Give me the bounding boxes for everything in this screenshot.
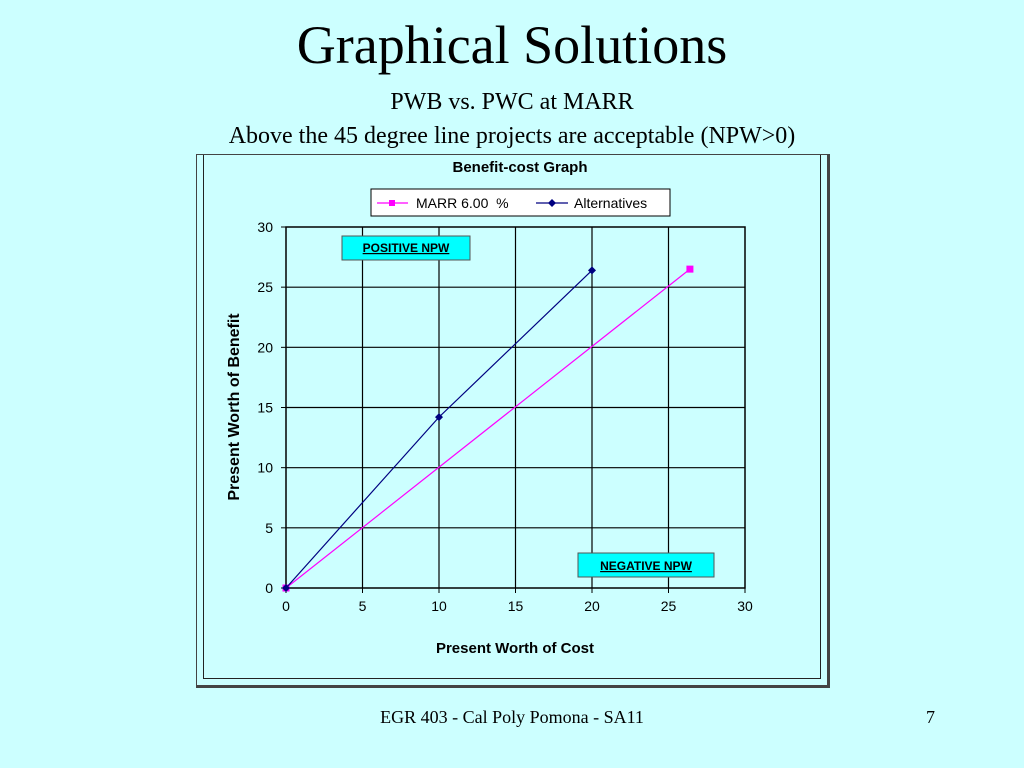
series-line-marr — [285, 268, 691, 589]
footer-course: EGR 403 - Cal Poly Pomona - SA11 — [380, 707, 644, 727]
x-axis-ticks: 0 5 10 15 20 25 30 — [282, 588, 753, 614]
annotation-positive-label: POSITIVE NPW — [363, 241, 450, 255]
y-tick-label: 20 — [257, 339, 273, 355]
data-point-alternative — [282, 584, 290, 592]
y-tick-label: 30 — [257, 219, 273, 235]
data-point-marr — [686, 265, 694, 273]
chart-title: Benefit-cost Graph — [452, 159, 587, 176]
legend: MARR 6.00 % Alternatives — [370, 188, 671, 217]
data-point-alternative — [435, 413, 443, 422]
y-tick-label: 10 — [257, 460, 273, 476]
legend-marker-alternatives — [548, 199, 556, 207]
annotation-negative-npw: NEGATIVE NPW — [577, 552, 715, 578]
page-number: 7 — [926, 707, 935, 727]
y-tick-label: 25 — [257, 279, 273, 295]
x-tick-label: 10 — [431, 598, 447, 614]
data-point-alternative — [588, 266, 596, 275]
annotation-positive-npw: POSITIVE NPW — [341, 235, 471, 261]
y-tick-label: 5 — [265, 520, 273, 536]
gridlines — [286, 227, 745, 588]
slide-description: Above the 45 degree line projects are ac… — [228, 123, 796, 149]
y-axis-ticks: 0 5 10 15 20 25 30 — [257, 219, 286, 596]
x-tick-label: 20 — [584, 598, 600, 614]
y-tick-label: 15 — [257, 400, 273, 416]
x-tick-label: 15 — [508, 598, 524, 614]
x-axis-label: Present Worth of Cost — [436, 640, 594, 657]
x-tick-label: 25 — [661, 598, 677, 614]
y-tick-label: 0 — [265, 580, 273, 596]
legend-marker-marr — [389, 200, 395, 206]
legend-label-alternatives: Alternatives — [574, 195, 647, 211]
slide-subtitle: PWB vs. PWC at MARR — [390, 89, 634, 115]
slide-title: Graphical Solutions — [296, 15, 728, 75]
x-tick-label: 5 — [359, 598, 367, 614]
annotation-negative-label: NEGATIVE NPW — [600, 559, 692, 573]
legend-label-marr: MARR 6.00 % — [416, 195, 509, 211]
x-tick-label: 30 — [737, 598, 753, 614]
x-tick-label: 0 — [282, 598, 290, 614]
series-group — [282, 265, 694, 592]
y-axis-label: Present Worth of Benefit — [226, 313, 243, 501]
